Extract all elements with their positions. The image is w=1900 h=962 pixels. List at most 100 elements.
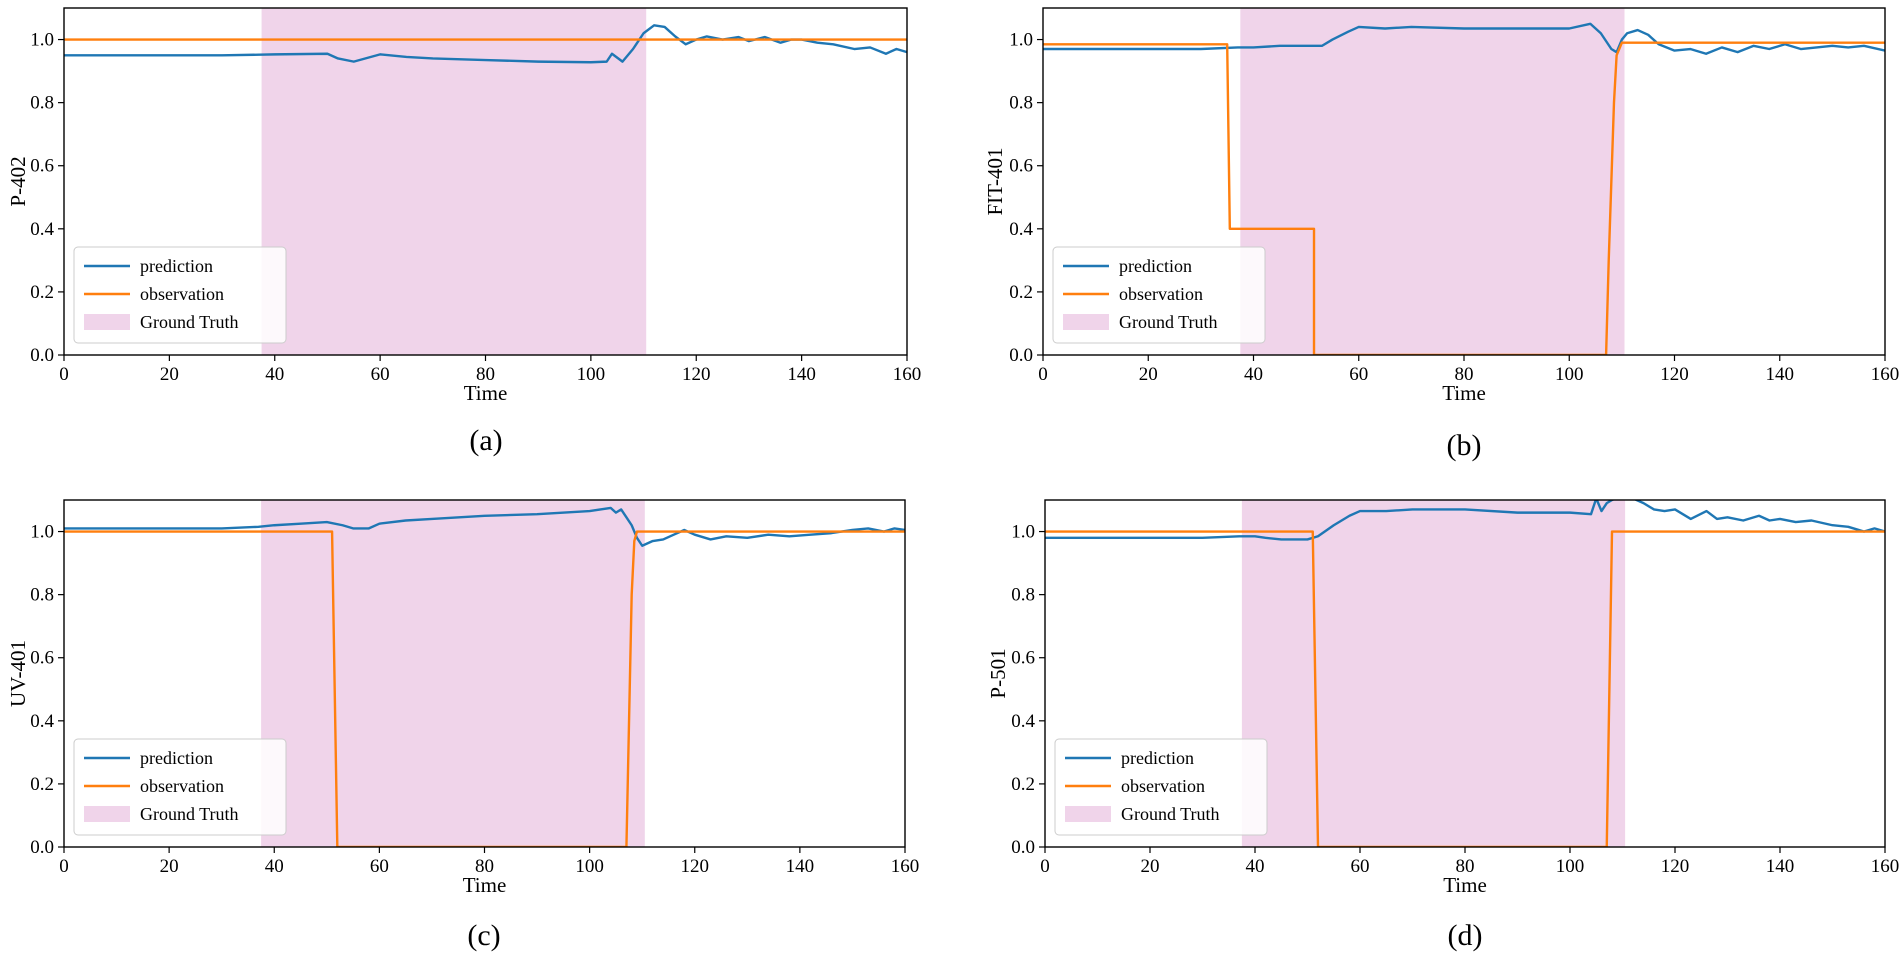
x-tick-label: 60 (1349, 364, 1368, 385)
observation-line (1045, 530, 1885, 847)
x-axis-label: Time (464, 381, 508, 405)
y-tick-label: 1.0 (30, 30, 54, 51)
chart-panel-d: 0 20 40 60 80 100 120 140 160 0.0 0.2 0.4 0.6 0.8 1.0 T… (986, 499, 1900, 952)
x-tick-label: 20 (160, 364, 179, 385)
x-tick-label: 80 (476, 364, 495, 385)
y-tick-label: 1.0 (30, 522, 54, 543)
y-tick-label: 0.0 (30, 345, 54, 366)
panel-label: (a) (469, 424, 502, 457)
panel-label: (d) (1448, 919, 1483, 952)
x-axis-label: Time (1443, 873, 1487, 897)
observation-line (64, 530, 905, 847)
y-tick-label: 0.8 (30, 585, 54, 606)
x-tick-label: 100 (1555, 364, 1584, 385)
y-tick-label: 0.2 (1009, 282, 1033, 303)
prediction-line (1043, 22, 1885, 55)
x-tick-label: 100 (575, 856, 604, 877)
legend-label-observation: observation (1119, 284, 1203, 304)
x-tick-label: 40 (265, 364, 284, 385)
legend-label-prediction: prediction (1119, 256, 1192, 276)
x-tick-label: 160 (1871, 856, 1900, 877)
legend-label-prediction: prediction (140, 748, 213, 768)
legend-swatch-ground-truth (84, 314, 130, 330)
y-tick-label: 0.8 (1011, 585, 1035, 606)
legend-swatch-ground-truth (84, 806, 130, 822)
y-tick-label: 0.2 (30, 282, 54, 303)
x-tick-label: 140 (787, 364, 816, 385)
x-tick-label: 60 (1351, 856, 1370, 877)
panel-label: (b) (1447, 429, 1482, 462)
x-tick-label: 120 (1660, 364, 1689, 385)
legend-label-ground-truth: Ground Truth (1121, 804, 1220, 824)
ground-truth-span (261, 500, 645, 847)
chart-panel-a: 0 20 40 60 80 100 120 140 160 0.0 0.2 0.4 0.6 0.8 1.0 T… (6, 7, 922, 457)
x-tick-label: 20 (160, 856, 179, 877)
observation-line (1043, 41, 1885, 355)
chart-panel-c: 0 20 40 60 80 100 120 140 160 0.0 0.2 0.4 0.6 0.8 1.0 T… (6, 499, 920, 952)
ground-truth-span (261, 8, 647, 355)
y-tick-label: 0.2 (1011, 774, 1035, 795)
x-tick-label: 60 (371, 364, 390, 385)
x-tick-label: 120 (1661, 856, 1690, 877)
x-tick-label: 0 (59, 856, 69, 877)
y-tick-label: 0.0 (1011, 837, 1035, 858)
legend-label-prediction: prediction (1121, 748, 1194, 768)
x-tick-label: 100 (577, 364, 606, 385)
y-tick-label: 0.6 (1011, 648, 1035, 669)
legend-label-ground-truth: Ground Truth (140, 804, 239, 824)
y-tick-label: 0.6 (30, 648, 54, 669)
y-tick-label: 0.2 (30, 774, 54, 795)
prediction-line (64, 24, 907, 64)
y-tick-label: 0.0 (30, 837, 54, 858)
x-tick-label: 40 (265, 856, 284, 877)
legend-label-ground-truth: Ground Truth (1119, 312, 1218, 332)
y-tick-label: 1.0 (1009, 30, 1033, 51)
legend: prediction observation Ground Truth (73, 246, 287, 344)
y-tick-label: 0.6 (30, 156, 54, 177)
legend: prediction observation Ground Truth (1054, 738, 1268, 836)
panel-label: (c) (467, 919, 500, 952)
ground-truth-span (1240, 8, 1625, 355)
y-axis-label: UV-401 (6, 640, 30, 707)
x-tick-label: 160 (1871, 364, 1900, 385)
legend-label-observation: observation (1121, 776, 1205, 796)
chart-panel-b: 0 20 40 60 80 100 120 140 160 0.0 0.2 0.4 0.6 0.8 1.0 T… (983, 7, 1900, 462)
legend-label-ground-truth: Ground Truth (140, 312, 239, 332)
x-tick-label: 40 (1244, 364, 1263, 385)
y-tick-label: 0.8 (30, 93, 54, 114)
x-tick-label: 120 (681, 856, 710, 877)
legend: prediction observation Ground Truth (73, 738, 287, 836)
x-tick-label: 0 (1040, 856, 1050, 877)
y-axis-label: P-402 (6, 156, 30, 206)
legend-swatch-ground-truth (1063, 314, 1109, 330)
y-axis-label: FIT-401 (983, 147, 1007, 215)
y-tick-label: 0.0 (1009, 345, 1033, 366)
prediction-line (64, 506, 905, 547)
x-tick-label: 100 (1556, 856, 1585, 877)
x-axis-label: Time (1442, 381, 1486, 405)
x-tick-label: 20 (1141, 856, 1160, 877)
x-tick-label: 80 (1455, 364, 1474, 385)
x-tick-label: 80 (475, 856, 494, 877)
ground-truth-span (1241, 500, 1626, 847)
x-axis-label: Time (463, 873, 507, 897)
y-tick-label: 0.8 (1009, 93, 1033, 114)
y-axis-label: P-501 (986, 648, 1010, 698)
y-tick-label: 0.4 (30, 219, 54, 240)
prediction-line (1045, 500, 1885, 541)
x-tick-label: 160 (891, 856, 920, 877)
x-tick-label: 140 (1766, 364, 1795, 385)
x-tick-label: 80 (1456, 856, 1475, 877)
y-tick-label: 0.4 (1011, 711, 1035, 732)
x-tick-label: 160 (893, 364, 922, 385)
y-tick-label: 0.4 (1009, 219, 1033, 240)
legend-label-prediction: prediction (140, 256, 213, 276)
x-tick-label: 20 (1139, 364, 1158, 385)
y-tick-label: 1.0 (1011, 522, 1035, 543)
legend: prediction observation Ground Truth (1052, 246, 1266, 344)
x-tick-label: 140 (786, 856, 815, 877)
legend-swatch-ground-truth (1065, 806, 1111, 822)
x-tick-label: 40 (1246, 856, 1265, 877)
legend-label-observation: observation (140, 776, 224, 796)
